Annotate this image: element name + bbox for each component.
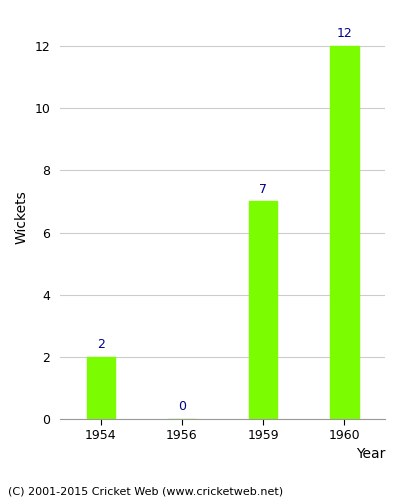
Text: 2: 2: [97, 338, 105, 351]
Bar: [330, 46, 359, 419]
Text: Year: Year: [356, 448, 385, 462]
Y-axis label: Wickets: Wickets: [15, 190, 29, 244]
Bar: [86, 357, 115, 419]
Text: 7: 7: [259, 183, 267, 196]
Text: (C) 2001-2015 Cricket Web (www.cricketweb.net): (C) 2001-2015 Cricket Web (www.cricketwe…: [8, 487, 283, 497]
Text: 12: 12: [336, 28, 352, 40]
Text: 0: 0: [178, 400, 186, 413]
Bar: [249, 202, 277, 419]
